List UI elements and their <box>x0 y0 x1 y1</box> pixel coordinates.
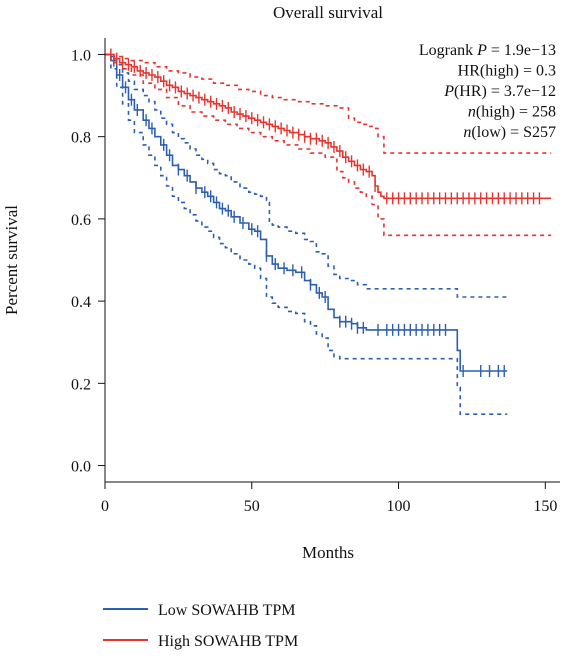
stats-annotation: Logrank P = 1.9e−13 HR(high) = 0.3 P(HR) =… <box>419 42 556 141</box>
x-tick-label: 100 <box>387 498 411 515</box>
y-tick-label: 0.0 <box>71 459 91 476</box>
x-tick-label: 0 <box>101 498 109 515</box>
x-tick-label: 50 <box>244 498 260 515</box>
stat-nhigh: n(high) = 258 <box>468 104 556 121</box>
legend-label-low: Low SOWAHB TPM <box>158 602 296 619</box>
chart-title: Overall survival <box>273 3 383 22</box>
y-axis-ticks: 0.0 0.2 0.4 0.6 0.8 1.0 <box>71 47 105 476</box>
x-axis-label: Months <box>302 543 354 562</box>
series-high <box>105 48 552 237</box>
stat-phr: P(HR) = 3.7e−12 <box>443 83 556 100</box>
legend-label-high: High SOWAHB TPM <box>158 633 298 650</box>
x-axis-ticks: 0 50 100 150 <box>101 482 557 515</box>
stat-nlow: n(low) = S257 <box>463 124 556 141</box>
stat-logrank: Logrank P = 1.9e−13 <box>419 42 556 59</box>
ci-upper-line-high <box>105 53 552 154</box>
ci-lower-line-low <box>105 53 508 415</box>
legend: Low SOWAHB TPM High SOWAHB TPM <box>103 602 298 650</box>
y-tick-label: 0.4 <box>71 294 91 311</box>
plot-area <box>105 48 552 415</box>
survival-line-low <box>105 53 508 372</box>
y-tick-label: 0.8 <box>71 130 91 147</box>
stat-hr: HR(high) = 0.3 <box>458 63 556 80</box>
ci-lower-line-high <box>105 53 552 237</box>
x-tick-label: 150 <box>533 498 557 515</box>
y-tick-label: 0.2 <box>71 376 91 393</box>
y-axis-label: Percent survival <box>2 205 21 315</box>
series-low <box>105 53 508 415</box>
y-tick-label: 1.0 <box>71 47 91 64</box>
y-tick-label: 0.6 <box>71 212 91 229</box>
